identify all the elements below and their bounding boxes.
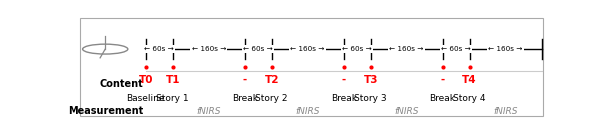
Text: fNIRS: fNIRS <box>395 107 419 116</box>
Text: Story 4: Story 4 <box>454 94 486 103</box>
Text: Story 2: Story 2 <box>255 94 288 103</box>
Text: T0: T0 <box>139 75 153 85</box>
Text: ← 60s →: ← 60s → <box>441 46 471 52</box>
Text: T3: T3 <box>364 75 378 85</box>
Text: T1: T1 <box>165 75 180 85</box>
Text: Story 3: Story 3 <box>354 94 387 103</box>
Text: ← 160s →: ← 160s → <box>291 46 325 52</box>
Text: fNIRS: fNIRS <box>196 107 221 116</box>
Text: ← 160s →: ← 160s → <box>192 46 226 52</box>
Text: Measurement: Measurement <box>68 106 143 116</box>
Text: -: - <box>342 75 346 85</box>
Text: ← 60s →: ← 60s → <box>342 46 372 52</box>
Text: Break: Break <box>430 94 455 103</box>
Text: -: - <box>440 75 444 85</box>
Text: T2: T2 <box>264 75 279 85</box>
Text: T4: T4 <box>462 75 477 85</box>
Text: fNIRS: fNIRS <box>295 107 320 116</box>
Text: Story 1: Story 1 <box>156 94 189 103</box>
Text: ← 60s →: ← 60s → <box>144 46 174 52</box>
Text: Break: Break <box>232 94 258 103</box>
Text: Content: Content <box>100 79 143 89</box>
Text: ← 160s →: ← 160s → <box>389 46 424 52</box>
Text: fNIRS: fNIRS <box>493 107 518 116</box>
Text: Break: Break <box>331 94 357 103</box>
Text: ← 60s →: ← 60s → <box>243 46 273 52</box>
Text: -: - <box>243 75 247 85</box>
Text: Baseline: Baseline <box>126 94 165 103</box>
Text: ← 160s →: ← 160s → <box>488 46 523 52</box>
